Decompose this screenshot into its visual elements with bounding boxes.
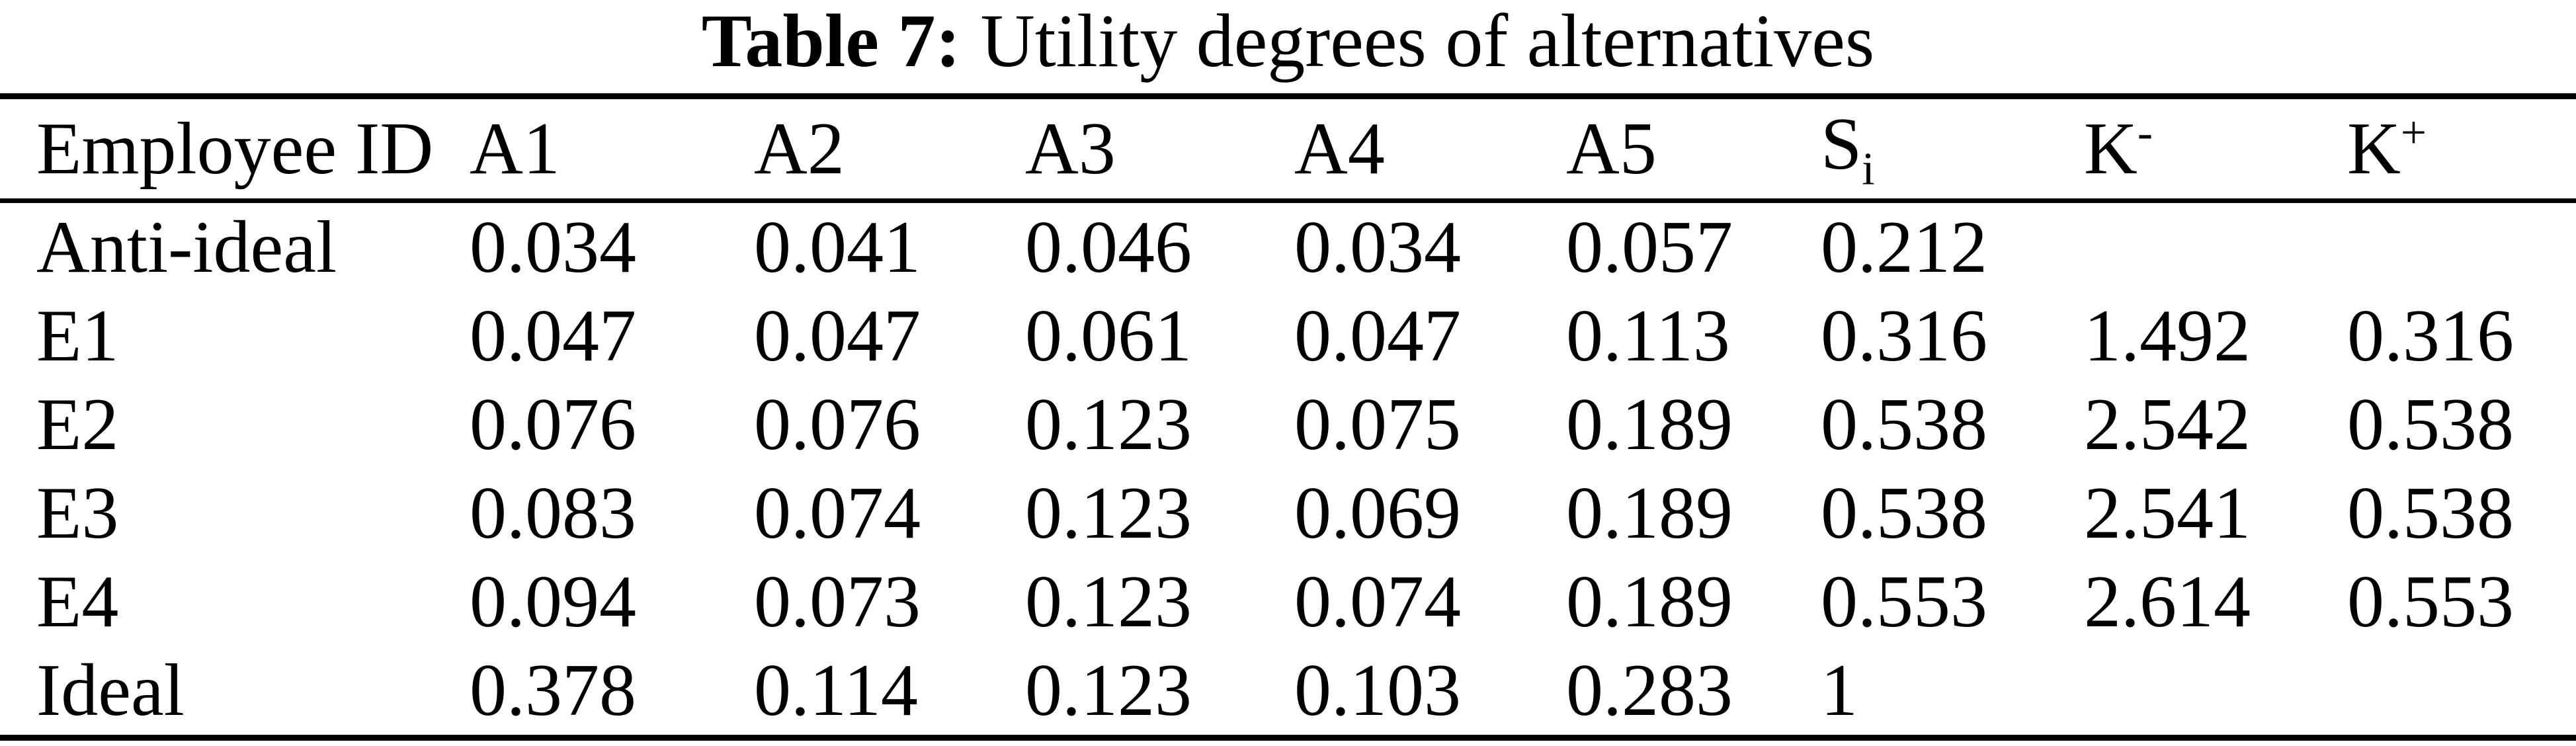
utility-degrees-table: Employee ID A1 A2 A3 A4 A5 Si K- K+ Anti-ideal 0.… (0, 93, 2576, 741)
value-cell: 0.046 (1025, 206, 1192, 288)
value-cell: 0.123 (1025, 472, 1192, 554)
column-header-superscript: + (2400, 107, 2427, 159)
row-label-cell: E3 (36, 472, 119, 554)
value-cell: 0.034 (470, 206, 636, 288)
value-cell: 0.316 (2347, 294, 2514, 377)
value-cell: 0.538 (2347, 472, 2514, 554)
value-cell: 0.041 (754, 206, 921, 288)
value-cell: 1.492 (2084, 294, 2251, 377)
column-header-k-plus: K+ (2347, 96, 2576, 203)
value-cell: 0.057 (1566, 206, 1733, 288)
value-cell: 0.076 (470, 383, 636, 466)
value-cell (2347, 646, 2576, 738)
table-header-row: Employee ID A1 A2 A3 A4 A5 Si K- K+ (0, 96, 2576, 203)
value-cell: 0.094 (470, 560, 636, 643)
value-cell: 0.114 (754, 649, 918, 731)
value-cell (2347, 201, 2576, 292)
value-cell: 0.212 (1821, 206, 1987, 288)
value-cell: 0.113 (1566, 294, 1730, 377)
row-label-cell: Anti-ideal (36, 206, 337, 288)
table-row: Anti-ideal 0.034 0.041 0.046 0.034 0.057 0.212 (0, 201, 2576, 292)
table-row: E3 0.083 0.074 0.123 0.069 0.189 0.538 2.541 0.5… (0, 469, 2576, 558)
value-cell: 0.189 (1566, 383, 1733, 466)
value-cell: 0.553 (2347, 560, 2514, 643)
value-cell: 0.069 (1294, 472, 1461, 554)
column-header-label: K (2347, 107, 2401, 190)
value-cell (2084, 201, 2347, 292)
value-cell: 0.103 (1294, 649, 1461, 731)
row-label-cell: E2 (36, 383, 119, 466)
value-cell: 0.123 (1025, 649, 1192, 731)
column-header-superscript: - (2137, 107, 2153, 159)
column-header-si: Si (1821, 96, 2084, 203)
column-header-employee-id: Employee ID (0, 96, 470, 203)
value-cell: 0.283 (1566, 649, 1733, 731)
value-cell: 0.123 (1025, 560, 1192, 643)
value-cell: 2.542 (2084, 383, 2251, 466)
value-cell: 0.553 (1821, 560, 1987, 643)
column-header-label: S (1821, 103, 1862, 185)
value-cell (2084, 646, 2347, 738)
table-row: E2 0.076 0.076 0.123 0.075 0.189 0.538 2.542 0.5… (0, 380, 2576, 469)
value-cell: 0.189 (1566, 560, 1733, 643)
value-cell: 0.083 (470, 472, 636, 554)
table-caption-number: Table 7: (701, 0, 961, 83)
value-cell: 0.189 (1566, 472, 1733, 554)
table-row: E4 0.094 0.073 0.123 0.074 0.189 0.553 2.614 0.5… (0, 558, 2576, 646)
column-header-a3: A3 (1025, 96, 1294, 203)
value-cell: 1 (1821, 649, 1858, 731)
column-header-label: Employee ID (36, 107, 434, 190)
value-cell: 0.047 (1294, 294, 1461, 377)
value-cell: 0.073 (754, 560, 921, 643)
table-row: Ideal 0.378 0.114 0.123 0.103 0.283 1 (0, 646, 2576, 738)
column-header-subscript: i (1862, 144, 1875, 195)
column-header-k-minus: K- (2084, 96, 2347, 203)
column-header-label: A4 (1294, 107, 1385, 190)
column-header-a1: A1 (470, 96, 754, 203)
value-cell: 0.074 (754, 472, 921, 554)
value-cell: 0.034 (1294, 206, 1461, 288)
value-cell: 0.538 (2347, 383, 2514, 466)
column-header-label: K (2084, 107, 2138, 190)
value-cell: 0.378 (470, 649, 636, 731)
row-label-cell: Ideal (36, 649, 185, 731)
value-cell: 0.538 (1821, 383, 1987, 466)
value-cell: 2.541 (2084, 472, 2251, 554)
column-header-a2: A2 (754, 96, 1025, 203)
value-cell: 0.074 (1294, 560, 1461, 643)
value-cell: 0.047 (470, 294, 636, 377)
table-caption-title: Utility degrees of alternatives (980, 0, 1875, 83)
table-row: E1 0.047 0.047 0.061 0.047 0.113 0.316 1.492 0.3… (0, 292, 2576, 380)
column-header-label: A2 (754, 107, 845, 190)
column-header-label: A1 (470, 107, 560, 190)
value-cell: 0.538 (1821, 472, 1987, 554)
value-cell: 0.075 (1294, 383, 1461, 466)
value-cell: 0.076 (754, 383, 921, 466)
table-header: Employee ID A1 A2 A3 A4 A5 Si K- K+ (0, 96, 2576, 203)
value-cell: 0.061 (1025, 294, 1192, 377)
table-body: Anti-ideal 0.034 0.041 0.046 0.034 0.057 0.212… (0, 201, 2576, 738)
row-label-cell: E1 (36, 294, 119, 377)
column-header-label: A3 (1025, 107, 1116, 190)
value-cell: 0.316 (1821, 294, 1987, 377)
column-header-a4: A4 (1294, 96, 1566, 203)
value-cell: 0.123 (1025, 383, 1192, 466)
value-cell: 2.614 (2084, 560, 2251, 643)
value-cell: 0.047 (754, 294, 921, 377)
row-label-cell: E4 (36, 560, 119, 643)
table-caption: Table 7: Utility degrees of alternatives (0, 0, 2576, 81)
column-header-label: A5 (1566, 107, 1657, 190)
column-header-a5: A5 (1566, 96, 1821, 203)
